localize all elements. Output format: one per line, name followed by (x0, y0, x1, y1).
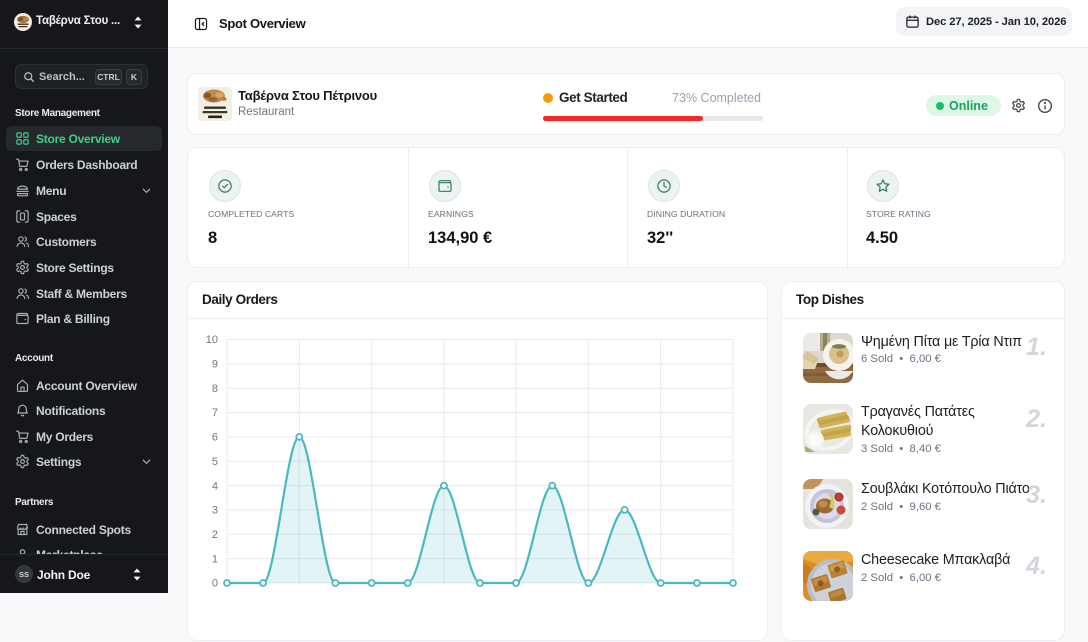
svg-text:8: 8 (212, 383, 218, 395)
svg-text:0: 0 (212, 578, 218, 590)
svg-text:7: 7 (212, 407, 218, 419)
svg-text:6: 6 (212, 432, 218, 444)
svg-text:10: 10 (206, 334, 218, 346)
svg-text:5: 5 (212, 456, 218, 468)
svg-text:1: 1 (212, 553, 218, 565)
svg-text:4: 4 (212, 480, 218, 492)
svg-text:9: 9 (212, 359, 218, 371)
svg-text:3: 3 (212, 505, 218, 517)
svg-text:2: 2 (212, 529, 218, 541)
